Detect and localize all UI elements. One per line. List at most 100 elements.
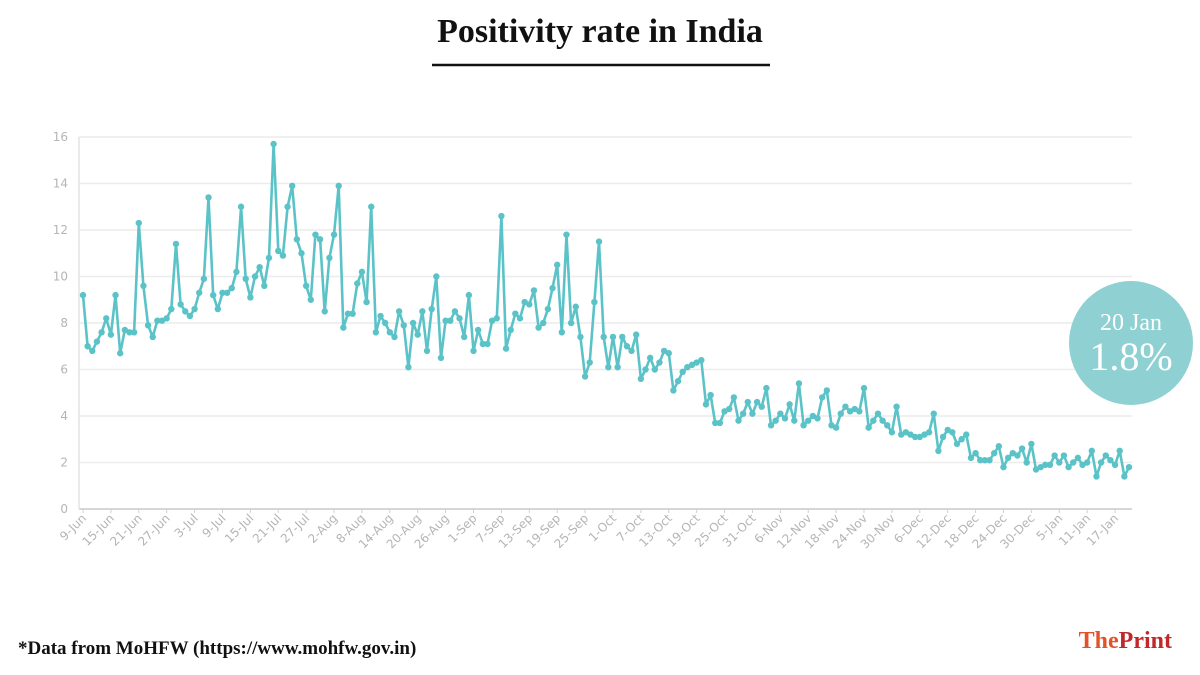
point: [614, 363, 621, 371]
point: [126, 329, 133, 336]
point: [763, 384, 770, 392]
point: [349, 310, 356, 317]
brand-name: Print: [1119, 628, 1172, 654]
point: [261, 282, 268, 289]
point: [498, 212, 505, 220]
point: [451, 308, 459, 315]
point: [377, 312, 384, 320]
y-tick-label: 0: [60, 502, 68, 516]
point: [939, 433, 947, 441]
point: [289, 182, 296, 190]
point: [321, 308, 328, 315]
point: [563, 231, 570, 238]
point: [893, 403, 900, 410]
point: [642, 366, 649, 373]
x-tick-label: 1-Sep: [445, 511, 479, 545]
point: [739, 410, 747, 417]
point: [307, 296, 314, 303]
point: [89, 347, 96, 355]
point: [302, 282, 310, 289]
point: [1070, 459, 1077, 466]
point: [930, 410, 937, 417]
point: [502, 345, 510, 352]
x-tick-label: 1-Oct: [586, 511, 619, 544]
point: [623, 343, 631, 350]
point: [805, 417, 812, 424]
annotation-bubble: [1069, 281, 1193, 405]
point: [414, 331, 421, 338]
point: [442, 317, 449, 324]
point: [1111, 461, 1119, 469]
point: [1107, 456, 1114, 464]
annotation-date: 20 Jan: [1100, 310, 1162, 336]
point: [298, 250, 305, 257]
point: [1018, 445, 1026, 452]
point: [595, 238, 603, 245]
point: [670, 387, 677, 394]
point: [223, 289, 231, 296]
annotation-value: 1.8%: [1089, 334, 1172, 379]
point: [1116, 447, 1123, 455]
point: [275, 247, 282, 255]
point: [633, 331, 640, 338]
point: [567, 319, 575, 327]
point: [409, 319, 417, 327]
point: [581, 373, 589, 380]
point: [605, 363, 612, 371]
point: [140, 282, 147, 289]
point: [1125, 463, 1133, 471]
point: [860, 384, 868, 392]
point: [995, 443, 1003, 450]
point: [419, 308, 426, 315]
point: [154, 317, 161, 324]
point: [209, 291, 217, 299]
point: [656, 359, 663, 366]
point: [335, 182, 342, 190]
point: [786, 401, 793, 408]
point: [98, 329, 105, 336]
point: [103, 315, 110, 322]
point: [725, 405, 733, 413]
point: [1088, 447, 1096, 455]
line: [81, 142, 1131, 478]
point: [949, 429, 956, 436]
point: [247, 294, 254, 301]
point: [977, 456, 984, 464]
point: [665, 350, 672, 357]
point: [1023, 459, 1030, 466]
brand-logo: ThePrint: [1079, 628, 1172, 654]
point: [163, 315, 170, 322]
point: [781, 415, 789, 422]
point: [196, 289, 203, 296]
point: [963, 431, 970, 438]
point: [79, 291, 87, 299]
point: [293, 236, 301, 243]
point: [637, 375, 645, 382]
point: [270, 140, 277, 148]
point: [925, 429, 933, 436]
point: [116, 350, 124, 357]
point: [93, 338, 101, 345]
point: [549, 284, 556, 292]
point: [172, 240, 180, 248]
point: [368, 203, 375, 210]
point: [800, 422, 807, 429]
point: [386, 329, 394, 336]
point: [526, 301, 533, 308]
point: [1065, 463, 1072, 471]
point: [749, 410, 756, 417]
point: [1097, 459, 1105, 466]
point: [591, 298, 598, 306]
point: [470, 347, 477, 355]
point: [326, 254, 333, 262]
point: [600, 333, 607, 341]
point: [981, 456, 989, 464]
point: [712, 419, 719, 427]
point: [628, 347, 635, 355]
x-tick-label: 2-Aug: [305, 511, 340, 546]
y-tick-label: 12: [53, 223, 68, 237]
point: [340, 324, 347, 331]
point: [540, 319, 547, 327]
point: [265, 254, 273, 262]
